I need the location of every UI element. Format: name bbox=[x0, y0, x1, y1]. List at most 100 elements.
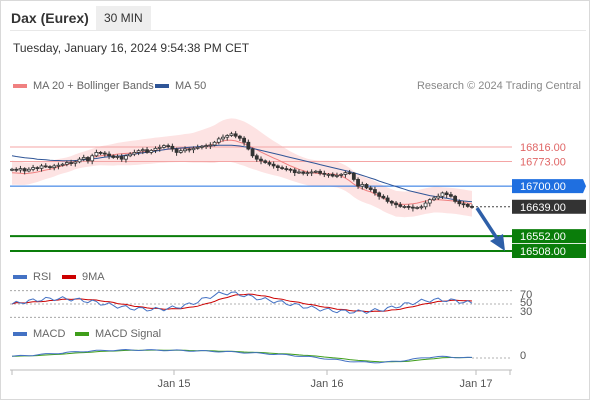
legend-macd-signal: MACD Signal bbox=[75, 328, 161, 340]
legend-rsi: RSI bbox=[13, 271, 51, 283]
candle-body bbox=[64, 162, 69, 165]
candle-body bbox=[339, 173, 344, 176]
candle-body bbox=[406, 206, 411, 208]
candle-body bbox=[195, 146, 200, 149]
level-label-support-4: 16552.00 bbox=[520, 231, 566, 243]
candle-body bbox=[39, 165, 44, 169]
candle-body bbox=[22, 168, 27, 172]
candle-body bbox=[259, 158, 263, 162]
candle-body bbox=[237, 135, 242, 139]
candle-body bbox=[157, 146, 162, 149]
candle-body bbox=[330, 173, 335, 177]
candle-body bbox=[465, 204, 470, 207]
candle-body bbox=[18, 168, 23, 171]
candle-body bbox=[453, 195, 458, 202]
candle-body bbox=[153, 147, 158, 151]
candle-body bbox=[81, 157, 86, 160]
legend-swatch-9ma bbox=[62, 275, 76, 279]
macd-line bbox=[11, 348, 473, 364]
candle-body bbox=[174, 148, 179, 153]
candle-body bbox=[10, 168, 14, 171]
candle-body bbox=[343, 172, 348, 175]
candle-body bbox=[457, 200, 462, 205]
legend-label-9ma: 9MA bbox=[82, 271, 105, 283]
candle-body bbox=[297, 171, 301, 174]
candle-body bbox=[149, 149, 154, 153]
candle-body bbox=[43, 165, 48, 168]
candle-body bbox=[381, 195, 386, 199]
candle-body bbox=[111, 155, 116, 158]
candle-body bbox=[246, 141, 251, 150]
candle-body bbox=[229, 133, 234, 136]
candle-body bbox=[119, 156, 124, 160]
candle-body bbox=[448, 194, 453, 197]
candle-body bbox=[221, 136, 225, 140]
candle-body bbox=[90, 155, 95, 162]
candle-body bbox=[250, 148, 255, 157]
level-label-support-5: 16508.00 bbox=[520, 246, 566, 258]
candle-body bbox=[415, 207, 420, 209]
candle-body bbox=[26, 168, 31, 172]
candle-body bbox=[115, 156, 120, 158]
candle-body bbox=[427, 199, 432, 204]
rsi-axis-label-30: 30 bbox=[520, 306, 532, 318]
candle-body bbox=[423, 202, 428, 208]
candle-body bbox=[183, 148, 187, 152]
candle-body bbox=[86, 157, 90, 162]
rsi-line bbox=[11, 291, 473, 314]
timestamp: Tuesday, January 16, 2024 9:54:38 PM CET bbox=[13, 41, 250, 55]
candle-body bbox=[263, 160, 268, 163]
candle-body bbox=[373, 189, 377, 194]
candle-body bbox=[242, 137, 247, 143]
candle-body bbox=[98, 152, 103, 154]
pivot-tag bbox=[512, 179, 586, 194]
candle-body bbox=[436, 195, 441, 199]
candle-body bbox=[318, 170, 322, 174]
legend-swatch-ma20 bbox=[13, 84, 27, 88]
candle-body bbox=[233, 133, 238, 137]
x-tick-label-0: Jan 15 bbox=[157, 378, 190, 390]
level-label-resistance-1: 16773.00 bbox=[520, 157, 566, 169]
level-label-last: 16639.00 bbox=[520, 202, 566, 214]
candle-body bbox=[364, 184, 369, 189]
header-divider bbox=[10, 30, 586, 31]
candle-body bbox=[288, 168, 293, 171]
legend-swatch-rsi bbox=[13, 275, 27, 279]
candle-body bbox=[216, 138, 221, 143]
candle-body bbox=[204, 145, 209, 148]
candle-body bbox=[411, 206, 415, 209]
candle-body bbox=[145, 149, 149, 153]
candle-body bbox=[60, 163, 65, 166]
candle-body bbox=[444, 192, 449, 196]
candle-body bbox=[14, 168, 19, 171]
candle-body bbox=[162, 145, 166, 148]
candle-body bbox=[461, 203, 466, 206]
rsi-axis-label-70: 70 bbox=[520, 289, 532, 301]
candle-body bbox=[351, 172, 356, 180]
candle-body bbox=[136, 150, 141, 153]
x-tick-label-1: Jan 16 bbox=[310, 378, 343, 390]
candle-body bbox=[326, 173, 331, 176]
legend-macd: MACD bbox=[13, 328, 65, 340]
candle-body bbox=[267, 162, 272, 165]
candle-body bbox=[301, 171, 306, 174]
candle-body bbox=[170, 145, 175, 150]
credit-text: Research © 2024 Trading Central bbox=[416, 80, 581, 92]
candle-body bbox=[187, 148, 192, 151]
candle-body bbox=[292, 169, 297, 174]
candle-body bbox=[280, 167, 284, 170]
rsi-axis-label-50: 50 bbox=[520, 297, 532, 309]
candle-body bbox=[275, 165, 280, 168]
rsi-9ma-line bbox=[11, 293, 473, 313]
candle-body bbox=[322, 172, 327, 175]
chart-header: Dax (Eurex) 30 MIN bbox=[0, 0, 590, 36]
candle-body bbox=[102, 152, 107, 155]
legend-label-ma20: MA 20 + Bollinger Bands bbox=[33, 80, 154, 92]
timeframe-badge[interactable]: 30 MIN bbox=[96, 6, 151, 30]
candle-body bbox=[284, 168, 289, 171]
candle-body bbox=[94, 152, 99, 157]
candle-body bbox=[394, 202, 398, 206]
candle-body bbox=[377, 192, 382, 197]
candle-body bbox=[166, 145, 171, 148]
candle-body bbox=[77, 158, 82, 163]
